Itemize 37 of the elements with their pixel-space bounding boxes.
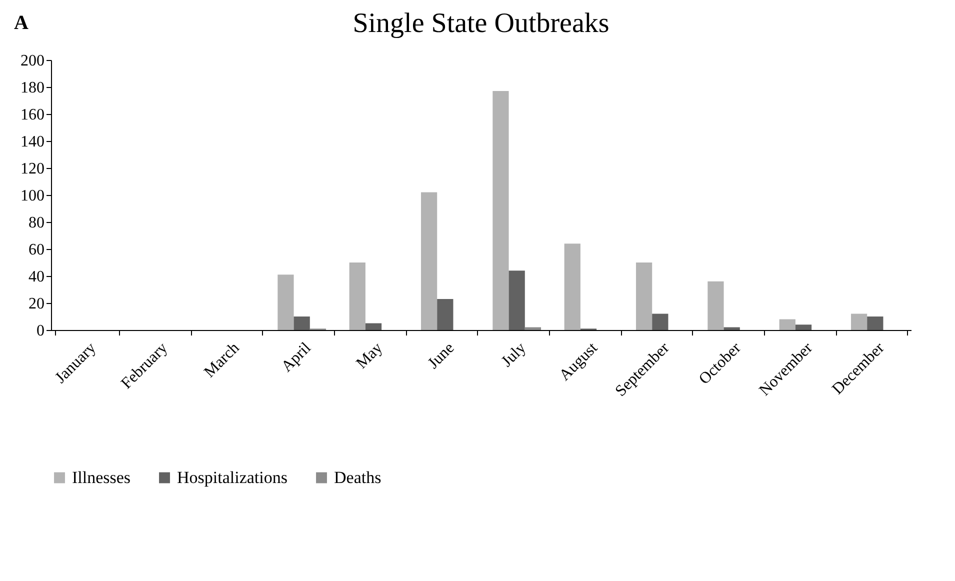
bar bbox=[795, 324, 812, 330]
bar bbox=[708, 281, 724, 330]
bar bbox=[278, 274, 294, 330]
bar bbox=[365, 323, 382, 330]
y-tick-label: 100 bbox=[20, 188, 44, 204]
y-tick-label: 80 bbox=[28, 214, 44, 232]
legend-label: Illnesses bbox=[72, 468, 131, 487]
bar bbox=[437, 298, 454, 330]
x-tick-label: May bbox=[353, 340, 386, 372]
x-tick-label: June bbox=[424, 340, 458, 372]
bar bbox=[636, 262, 652, 330]
x-tick-label: July bbox=[498, 340, 530, 370]
bar bbox=[564, 244, 580, 330]
bar bbox=[524, 327, 542, 330]
y-tick-label: 160 bbox=[20, 106, 44, 124]
y-tick-label: 40 bbox=[28, 268, 44, 286]
bar bbox=[724, 327, 740, 330]
bar bbox=[508, 270, 525, 330]
y-tick-label: 200 bbox=[20, 52, 44, 70]
bar bbox=[294, 316, 310, 330]
bar bbox=[420, 192, 438, 330]
bar bbox=[492, 91, 509, 330]
y-tick-label: 180 bbox=[20, 80, 44, 96]
y-tick-label: 140 bbox=[20, 134, 44, 150]
text: A bbox=[14, 12, 28, 35]
bar bbox=[850, 314, 868, 330]
y-tick-label: 120 bbox=[20, 160, 44, 178]
bar bbox=[779, 319, 796, 330]
y-tick-label: 20 bbox=[28, 296, 44, 312]
bar bbox=[867, 316, 884, 330]
chart-title: Single State Outbreaks bbox=[352, 8, 610, 39]
legend-label: Hospitalizations bbox=[177, 468, 288, 487]
y-tick-label: 60 bbox=[28, 242, 44, 258]
y-tick-label: 0 bbox=[36, 322, 44, 340]
bar bbox=[652, 314, 668, 330]
bar bbox=[349, 262, 366, 330]
legend-label: Deaths bbox=[334, 468, 382, 487]
